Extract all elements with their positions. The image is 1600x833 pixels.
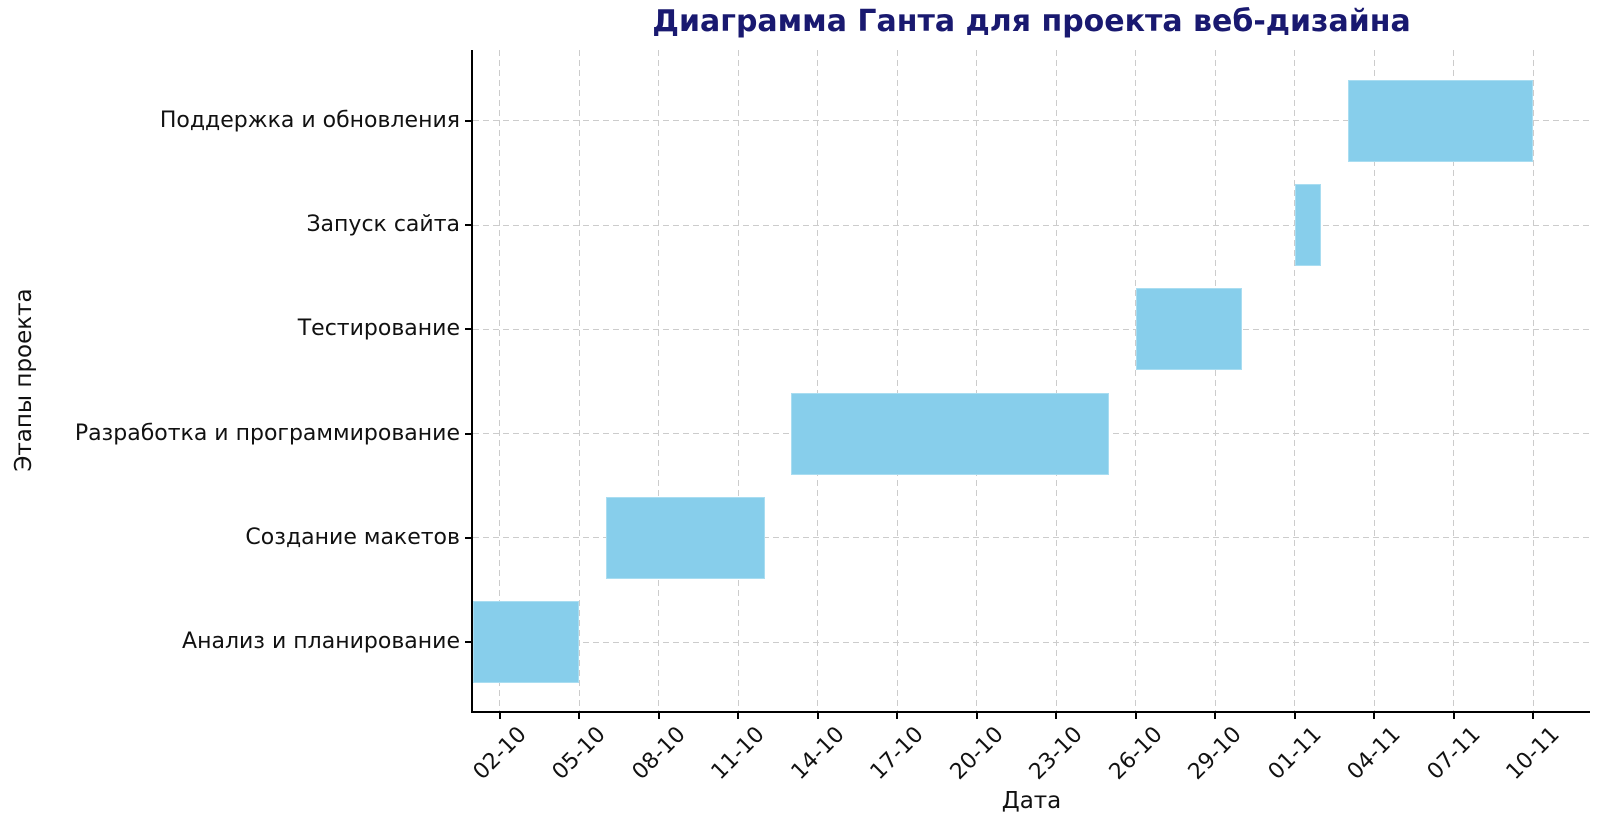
y-gridline [473, 120, 1590, 122]
x-tick-mark [1532, 713, 1535, 719]
x-tick-label: 17-10 [865, 722, 929, 785]
y-tick-label: Создание макетов [245, 524, 460, 550]
x-tick-label: 11-10 [706, 722, 770, 785]
y-tick-mark [465, 119, 471, 122]
x-gridline [976, 50, 977, 711]
x-tick-mark [737, 713, 739, 719]
x-tick-mark [1134, 713, 1137, 719]
x-gridline [1294, 50, 1296, 711]
y-tick-label: Запуск сайта [306, 212, 460, 238]
y-gridline [473, 537, 1590, 539]
y-tick-mark [465, 536, 471, 539]
x-gridline [1373, 50, 1375, 711]
x-gridline [578, 50, 580, 711]
x-tick-mark [1452, 713, 1455, 719]
x-axis-line [471, 711, 1590, 713]
x-tick-mark [657, 713, 660, 719]
x-tick-mark [896, 713, 898, 719]
x-tick-label: 07-11 [1422, 722, 1486, 785]
x-tick-mark [975, 713, 978, 719]
x-gridline [1135, 50, 1136, 711]
y-tick-label: Разработка и программирование [74, 420, 460, 446]
x-axis-label: Дата [1001, 788, 1062, 814]
x-gridline [1532, 50, 1534, 711]
y-tick-label: Тестирование [297, 316, 460, 342]
x-gridline [1453, 50, 1455, 711]
x-gridline [1214, 50, 1216, 711]
x-tick-label: 05-10 [547, 722, 611, 785]
gantt-bar [1294, 184, 1322, 267]
y-tick-mark [465, 432, 471, 435]
x-gridline [737, 50, 739, 711]
y-gridline [473, 328, 1590, 330]
x-gridline [896, 50, 898, 711]
gantt-bar [791, 392, 1109, 475]
x-tick-label: 08-10 [627, 722, 691, 785]
x-tick-mark [498, 713, 501, 719]
x-tick-mark [816, 713, 819, 719]
x-gridline [658, 50, 659, 711]
x-tick-mark [1373, 713, 1376, 719]
x-tick-label: 23-10 [1024, 722, 1088, 785]
x-tick-label: 20-10 [945, 722, 1009, 785]
x-gridline [499, 50, 500, 711]
y-axis-label: Этапы проекта [11, 288, 37, 472]
x-tick-label: 02-10 [468, 722, 532, 785]
x-tick-mark [1293, 713, 1296, 719]
y-tick-mark [465, 641, 471, 644]
x-gridline [1055, 50, 1057, 711]
y-axis-line [471, 50, 473, 713]
y-tick-mark [465, 328, 471, 331]
y-gridline [473, 641, 1590, 643]
chart-title: Диаграмма Ганта для проекта веб-дизайна [652, 4, 1411, 39]
y-tick-label: Анализ и планирование [182, 629, 460, 655]
x-tick-label: 26-10 [1104, 722, 1168, 785]
x-tick-mark [578, 713, 580, 719]
gantt-bar [473, 601, 579, 684]
y-gridline [473, 224, 1590, 226]
x-tick-mark [1214, 713, 1217, 719]
x-tick-label: 04-11 [1342, 722, 1406, 785]
x-tick-label: 10-11 [1501, 722, 1565, 785]
x-tick-mark [1055, 713, 1057, 719]
gantt-bar [1347, 79, 1534, 162]
y-tick-mark [465, 224, 471, 227]
x-gridline [817, 50, 818, 711]
x-tick-label: 14-10 [786, 722, 850, 785]
x-tick-label: 01-11 [1263, 722, 1327, 785]
gantt-bar [605, 496, 765, 579]
x-tick-label: 29-10 [1183, 722, 1247, 785]
y-tick-label: Поддержка и обновления [159, 107, 460, 133]
plot-area: 02-10 05-10 08-10 11-10 14-10 17-10 20-10 23-10… [465, 50, 1590, 785]
gantt-bar [1135, 288, 1242, 371]
